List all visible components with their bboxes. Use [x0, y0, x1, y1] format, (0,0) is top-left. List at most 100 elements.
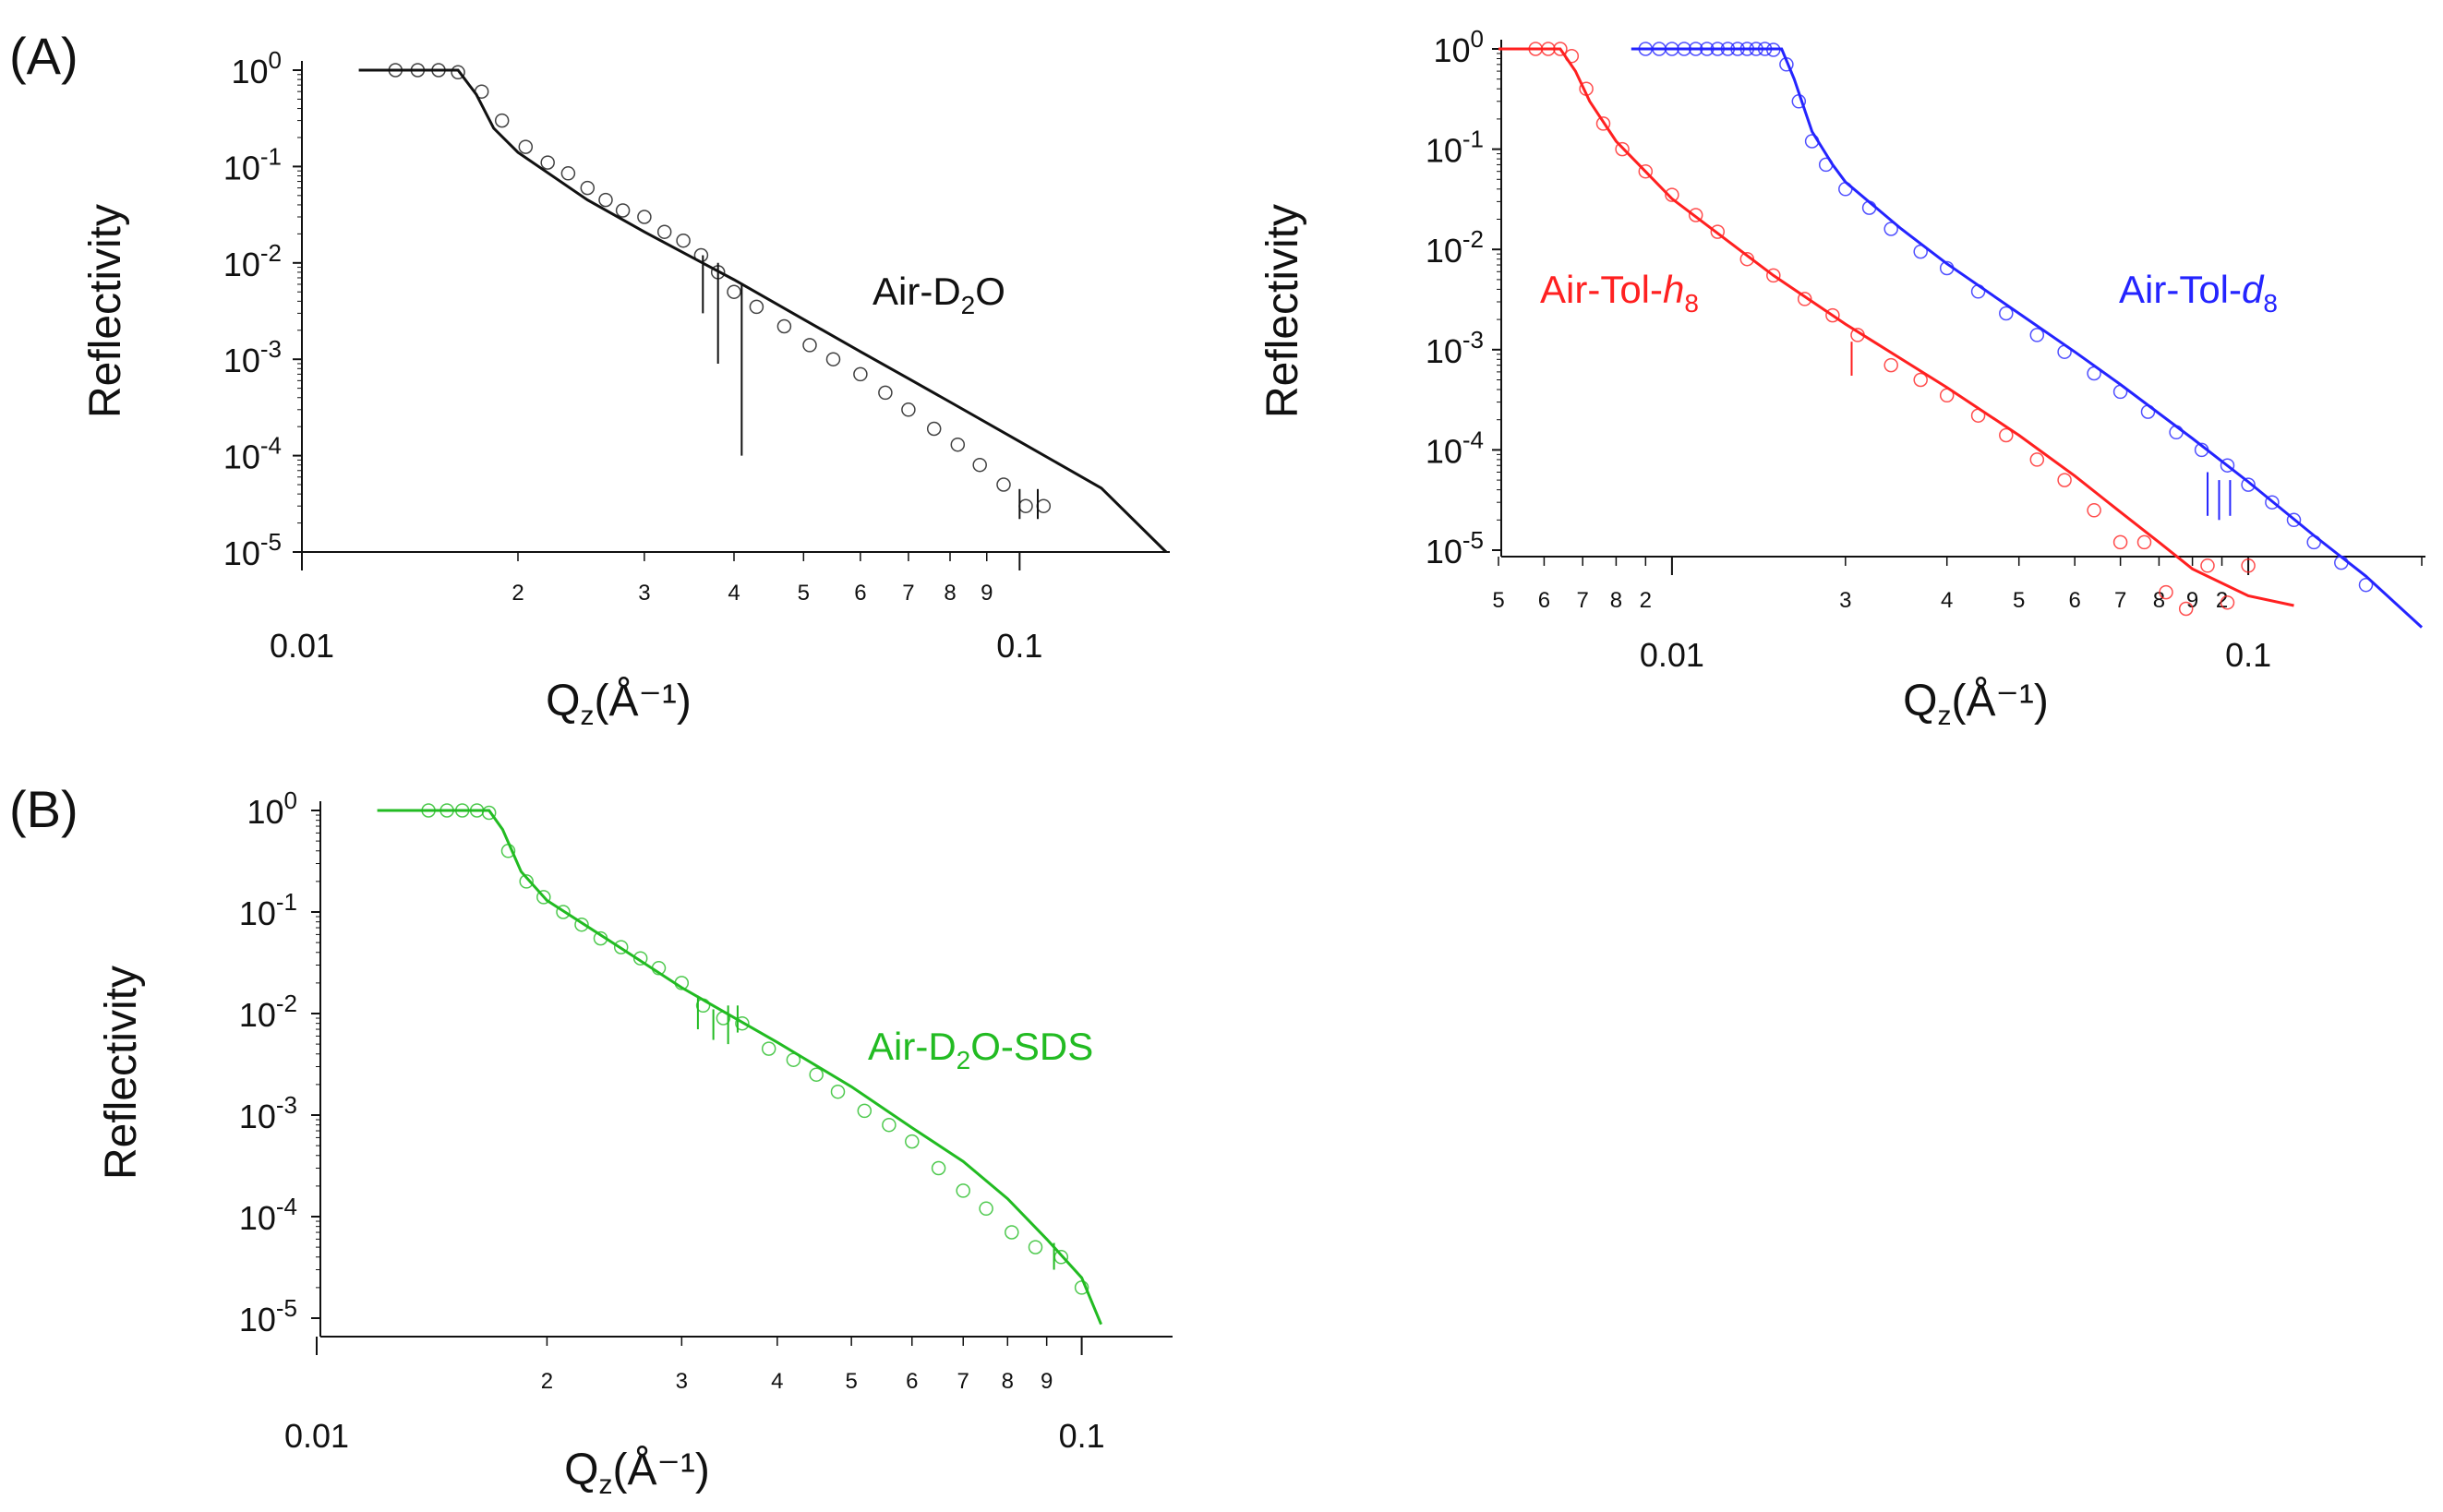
- data-point: [2087, 366, 2101, 381]
- fit-line: [377, 809, 1102, 1326]
- x-minor-tick-label: 8: [1610, 588, 1622, 613]
- data-point: [2029, 452, 2045, 467]
- data-point: [1688, 208, 1703, 222]
- data-point: [776, 318, 792, 334]
- data-point: [1028, 1240, 1043, 1254]
- data-point: [2286, 512, 2302, 528]
- y-tick-label: 10-5: [223, 528, 282, 572]
- panel-label-b: (B): [9, 780, 78, 838]
- data-point: [1053, 1250, 1069, 1265]
- data-point: [1913, 372, 1928, 388]
- data-point: [580, 180, 596, 196]
- fit-line: [1498, 47, 2294, 607]
- x-major-tick-label: 0.1: [2225, 636, 2271, 674]
- chart-air-d2o: 100 10-1 10-2 10-3 10-4 10-5 0.01 2 3 4 5 6 7 8 90.1 Re…: [81, 46, 1170, 731]
- data-point: [494, 113, 510, 128]
- y-axis-title: Reflectivity: [97, 966, 146, 1180]
- x-minor-tick-label: 8: [944, 581, 956, 606]
- data-point: [2265, 495, 2280, 510]
- data-point: [2194, 442, 2209, 458]
- data-point: [996, 477, 1011, 492]
- y-tick-label: 10-3: [239, 1091, 297, 1135]
- x-minor-tick-label: 6: [854, 581, 866, 606]
- data-point: [1999, 306, 2014, 321]
- y-tick-label: 10-2: [239, 990, 297, 1034]
- data-point: [1825, 307, 1840, 323]
- y-tick-label: 10-1: [1426, 126, 1484, 170]
- data-point: [421, 803, 436, 818]
- series-label: Air-D2O-SDS: [868, 1025, 1093, 1074]
- data-point: [2169, 425, 2184, 440]
- series-Air-Tol-d8: Air-Tol-d8: [1631, 42, 2424, 629]
- data-point: [905, 1134, 920, 1149]
- data-point: [593, 930, 608, 946]
- data-point: [1766, 268, 1781, 283]
- data-point: [761, 1041, 776, 1056]
- x-major-tick-label: 0.01: [270, 627, 334, 665]
- data-point: [695, 998, 711, 1014]
- data-point: [410, 63, 426, 78]
- data-point: [979, 1201, 993, 1217]
- data-point: [2178, 601, 2194, 617]
- data-point: [2241, 558, 2256, 573]
- data-point: [2087, 503, 2101, 518]
- y-tick-label: 10-5: [1426, 526, 1484, 570]
- data-point: [1541, 42, 1556, 56]
- x-axis-title: Qz(Å⁻¹): [546, 677, 692, 731]
- y-tick-label: 10-2: [223, 239, 282, 283]
- data-point: [674, 976, 690, 990]
- data-point: [656, 224, 672, 239]
- y-tick-label: 10-3: [1426, 326, 1484, 370]
- data-point: [2112, 384, 2128, 400]
- data-point: [1850, 328, 1865, 342]
- data-point: [519, 874, 534, 889]
- x-axis-title: Qz(Å⁻¹): [1903, 677, 2049, 731]
- x-minor-tick-label: 5: [798, 581, 810, 606]
- data-point: [1665, 42, 1679, 56]
- data-point: [556, 905, 571, 919]
- x-minor-tick-label: 3: [638, 581, 650, 606]
- data-point: [1804, 134, 1820, 149]
- data-point: [956, 1183, 970, 1198]
- data-point: [2140, 404, 2156, 419]
- data-point: [1710, 224, 1726, 239]
- fit-line: [358, 68, 1168, 554]
- data-point: [632, 951, 648, 966]
- data-point: [1939, 388, 1955, 403]
- x-minor-tick-label: 9: [1041, 1369, 1053, 1394]
- data-point: [1615, 141, 1630, 157]
- data-point: [1018, 498, 1033, 513]
- x-minor-tick-label: 2: [511, 581, 524, 606]
- x-minor-tick-label: 5: [1492, 588, 1504, 613]
- y-tick-label: 100: [231, 46, 282, 90]
- x-minor-tick-label: 5: [845, 1369, 857, 1394]
- y-tick-label: 100: [247, 786, 297, 831]
- data-point: [1595, 116, 1611, 131]
- x-minor-tick-label: 3: [1839, 588, 1851, 613]
- data-point: [1739, 42, 1755, 56]
- data-point: [560, 166, 576, 181]
- data-point: [1553, 42, 1568, 56]
- data-point: [901, 402, 916, 417]
- x-minor-tick-label: 4: [771, 1369, 783, 1394]
- data-point: [1757, 42, 1773, 56]
- data-point: [857, 1103, 872, 1119]
- data-point: [1999, 427, 2014, 443]
- x-minor-tick-label: 7: [957, 1369, 969, 1394]
- data-point: [536, 890, 551, 905]
- data-point: [637, 210, 652, 224]
- data-point: [1700, 42, 1715, 56]
- data-point: [1638, 163, 1654, 179]
- data-point: [2200, 558, 2215, 573]
- data-point: [615, 203, 631, 218]
- series-Air-D2O: Air-D2O: [358, 63, 1168, 554]
- data-point: [1838, 182, 1853, 197]
- data-point: [1005, 1225, 1019, 1240]
- data-point: [2112, 534, 2128, 550]
- series-label: Air-Tol-h8: [1540, 268, 1699, 318]
- y-tick-label: 10-1: [239, 888, 297, 932]
- data-point: [1883, 222, 1898, 236]
- data-point: [2159, 584, 2173, 600]
- data-point: [878, 385, 893, 401]
- chart-air-d2o-sds: 100 10-1 10-2 10-3 10-4 10-5 0.01 2 3 4 5 6 7 8 90.1 Re…: [97, 786, 1173, 1500]
